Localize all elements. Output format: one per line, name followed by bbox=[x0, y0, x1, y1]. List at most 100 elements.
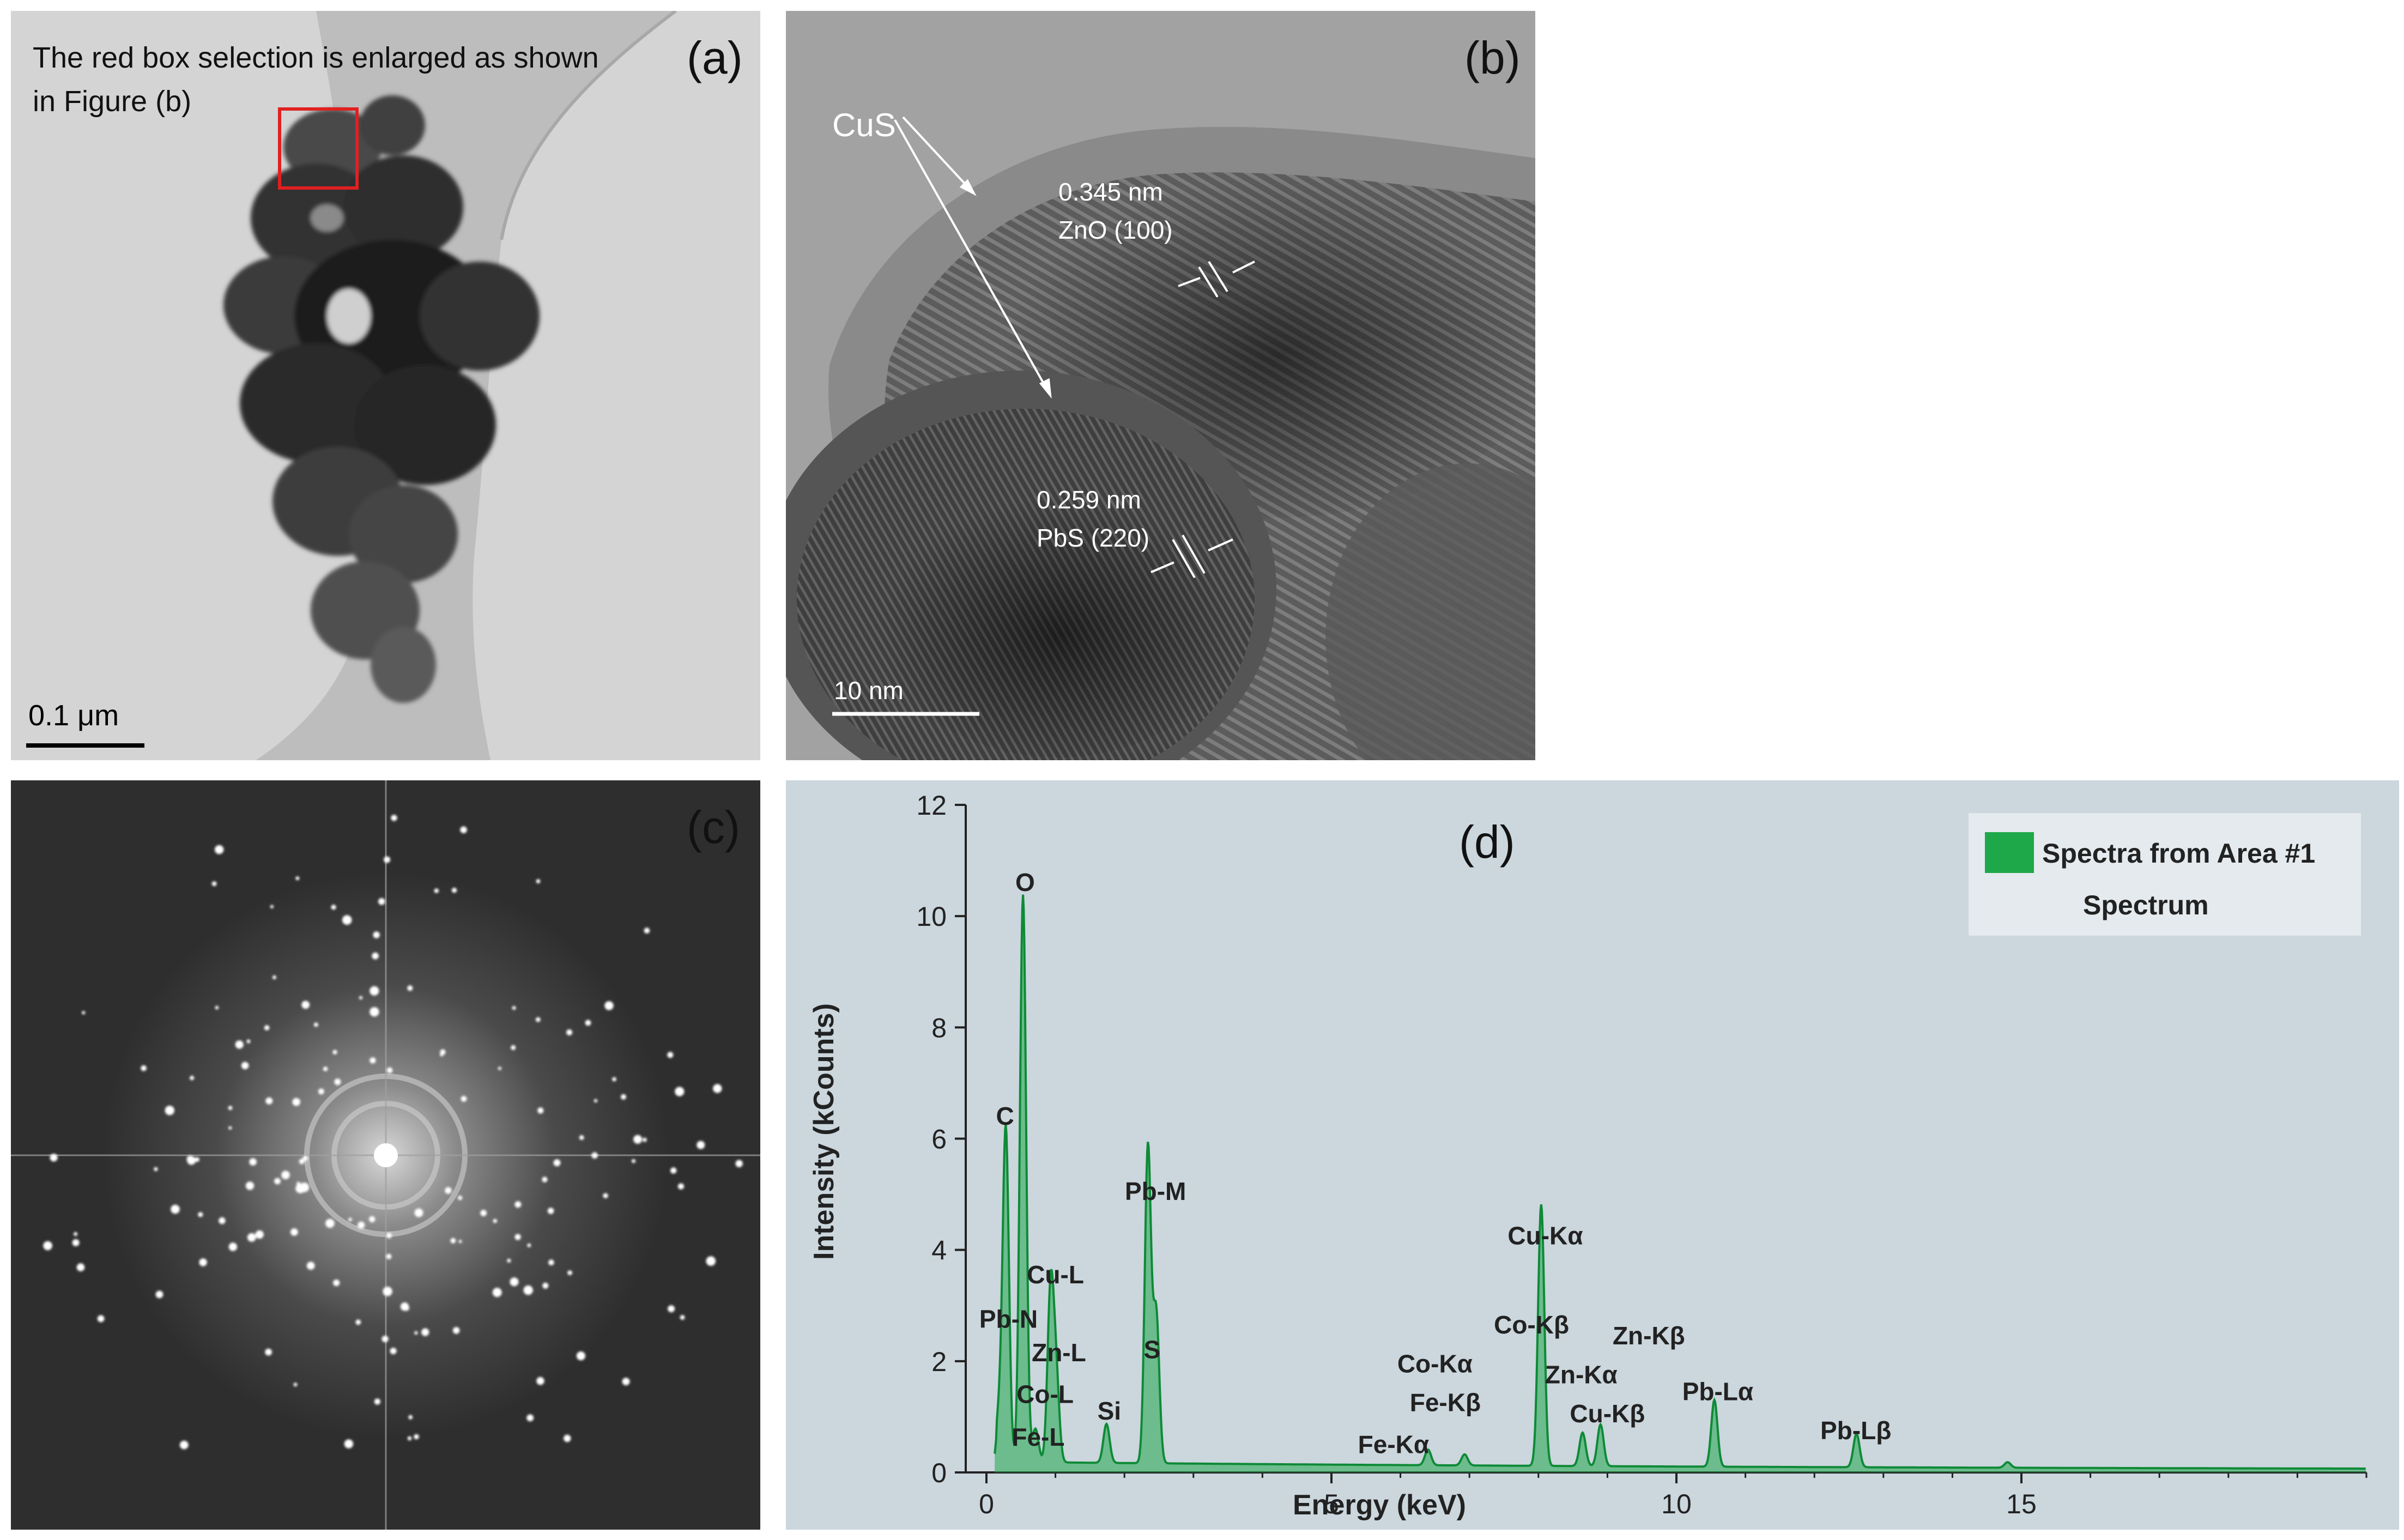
diffraction-spot bbox=[390, 1348, 397, 1355]
diffraction-spot bbox=[403, 1305, 409, 1311]
diffraction-spot bbox=[460, 826, 467, 834]
diffraction-spot bbox=[670, 1167, 677, 1174]
diffraction-spot bbox=[355, 1319, 361, 1325]
diffraction-spot bbox=[241, 1062, 249, 1070]
panel-label-b: (b) bbox=[1464, 32, 1521, 83]
diffraction-spot bbox=[735, 1160, 743, 1167]
diffraction-spot bbox=[548, 1259, 554, 1265]
peak-label: O bbox=[1015, 868, 1035, 896]
diffraction-spot bbox=[198, 1212, 203, 1217]
y-tick-label: 2 bbox=[931, 1347, 947, 1377]
diffraction-spot bbox=[215, 845, 224, 854]
diffraction-spot bbox=[370, 986, 379, 996]
diffraction-spot bbox=[382, 1336, 389, 1343]
panel-label-d: (d) bbox=[1459, 816, 1515, 868]
diffraction-spot bbox=[434, 888, 439, 893]
diffraction-spot bbox=[199, 1258, 207, 1266]
pbs-spacing-marker bbox=[1150, 535, 1233, 578]
diffraction-spot bbox=[386, 1233, 392, 1239]
diffraction-spot bbox=[195, 1157, 199, 1162]
y-tick-label: 6 bbox=[931, 1124, 947, 1155]
diffraction-spots bbox=[43, 815, 743, 1450]
diffraction-spot bbox=[451, 888, 457, 893]
caption-line-1: The red box selection is enlarged as sho… bbox=[33, 41, 599, 74]
diffraction-spot bbox=[383, 1287, 392, 1296]
diffraction-spot bbox=[675, 1087, 685, 1096]
legend: Spectra from Area #1 Spectrum bbox=[1969, 813, 2361, 936]
diffraction-spot bbox=[386, 1067, 393, 1074]
y-tick-label: 12 bbox=[916, 790, 947, 821]
selection-box bbox=[278, 107, 359, 190]
peak-label: Zn-Kα bbox=[1545, 1361, 1618, 1389]
peak-label: Pb-Lα bbox=[1682, 1377, 1753, 1405]
diffraction-spot bbox=[370, 1057, 376, 1064]
diffraction-spot bbox=[514, 1201, 522, 1208]
diffraction-spot bbox=[246, 1039, 251, 1044]
diffraction-spot bbox=[713, 1084, 722, 1093]
legend-swatch bbox=[1985, 832, 2034, 873]
diffraction-spot bbox=[414, 1434, 419, 1440]
diffraction-spot bbox=[507, 1258, 511, 1263]
diffraction-spot bbox=[450, 1238, 456, 1244]
diffraction-spot bbox=[290, 1228, 298, 1236]
cus-label: CuS bbox=[832, 107, 896, 143]
diffraction-spot bbox=[359, 996, 363, 1000]
diffraction-spot bbox=[458, 1240, 462, 1244]
peak-label: Fe-Kα bbox=[1358, 1430, 1430, 1458]
diffraction-spot bbox=[265, 1348, 272, 1356]
diffraction-spot bbox=[594, 1099, 598, 1103]
diffraction-spot bbox=[215, 1005, 219, 1010]
diffraction-spot bbox=[281, 1171, 290, 1179]
peak-annotations: O C Cu-L Pb-N Zn-L Co-L Fe-L Si Pb-M S Cu-Kα Co-Kβ C… bbox=[979, 868, 1891, 1458]
peak-label: Pb-M bbox=[1125, 1177, 1186, 1205]
diffraction-spot bbox=[567, 1270, 572, 1275]
diffraction-spot bbox=[372, 952, 379, 960]
diffraction-spot bbox=[348, 1217, 352, 1222]
diffraction-spot bbox=[535, 1017, 541, 1022]
scale-bar-label-b: 10 nm bbox=[834, 676, 904, 705]
diffraction-spot bbox=[228, 1106, 233, 1110]
fft-panel-c: (c) bbox=[11, 780, 760, 1530]
diffraction-spot bbox=[318, 1088, 324, 1095]
diffraction-spot bbox=[414, 1208, 423, 1217]
diffraction-spot bbox=[591, 1152, 598, 1159]
diffraction-spot bbox=[358, 1221, 365, 1229]
diffraction-spot bbox=[292, 1098, 300, 1106]
y-axis-label: Intensity (kCounts) bbox=[808, 1003, 840, 1260]
diffraction-spot bbox=[542, 1177, 548, 1183]
peak-label: Zn-L bbox=[1032, 1338, 1086, 1367]
diffraction-spot bbox=[384, 856, 391, 863]
diffraction-spot bbox=[334, 1078, 341, 1086]
diffraction-spot bbox=[171, 1204, 180, 1214]
diffraction-spot bbox=[407, 1436, 412, 1441]
y-tick-label: 0 bbox=[931, 1458, 947, 1488]
diffraction-spot bbox=[585, 1020, 591, 1026]
diffraction-spot bbox=[272, 975, 276, 980]
diffraction-spot bbox=[325, 1218, 335, 1228]
diffraction-spot bbox=[264, 1025, 270, 1030]
spectrum-line bbox=[994, 894, 2366, 1470]
zno-spacing-marker bbox=[1178, 260, 1255, 298]
diffraction-spot bbox=[537, 1107, 544, 1114]
diffraction-spot bbox=[576, 1351, 585, 1361]
diffraction-spot bbox=[566, 1029, 573, 1035]
cus-arrows bbox=[894, 116, 1052, 399]
x-tick-label: 10 bbox=[1661, 1489, 1692, 1519]
diffraction-spot bbox=[644, 927, 650, 933]
diffraction-spot bbox=[219, 1217, 226, 1224]
diffraction-spot bbox=[301, 1001, 310, 1009]
peak-label: Cu-Kα bbox=[1507, 1221, 1583, 1250]
diffraction-spot bbox=[74, 1232, 78, 1236]
diffraction-spot bbox=[249, 1158, 257, 1166]
diffraction-spot bbox=[512, 1006, 516, 1010]
diffraction-spot bbox=[141, 1065, 147, 1071]
diffraction-spot bbox=[82, 1011, 86, 1015]
diffraction-spot bbox=[165, 1106, 174, 1115]
diffraction-spot bbox=[247, 1233, 256, 1242]
diffraction-spot bbox=[414, 1331, 418, 1335]
peak-label: Co-Kα bbox=[1397, 1349, 1473, 1378]
diffraction-spot bbox=[342, 915, 352, 925]
diffraction-spot bbox=[622, 1378, 630, 1386]
diffraction-spot bbox=[299, 1159, 305, 1165]
diffraction-spot bbox=[97, 1315, 105, 1323]
